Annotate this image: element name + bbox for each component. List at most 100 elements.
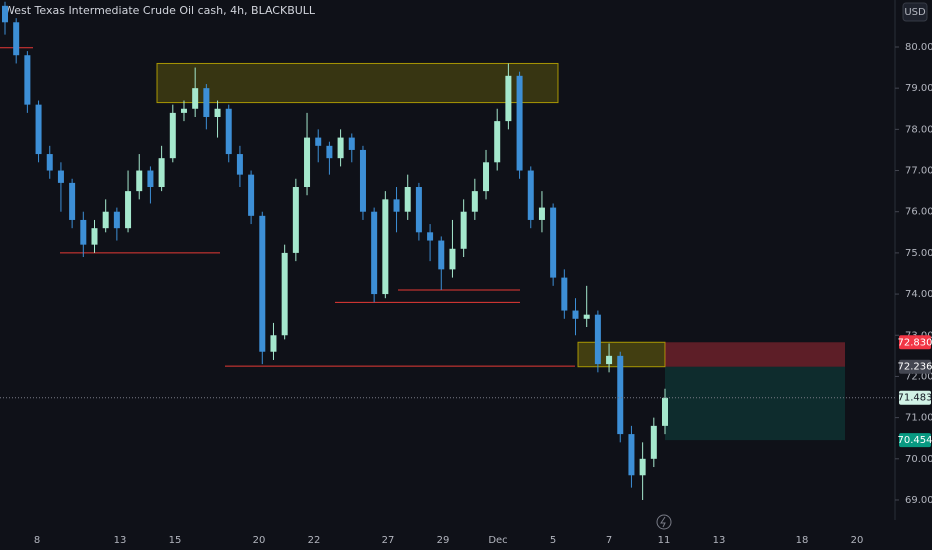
candle-body (315, 137, 322, 146)
candle-body (628, 434, 635, 476)
y-tick-label: 69.000 (905, 495, 932, 506)
x-tick-label: 13 (114, 535, 127, 546)
candle-body (292, 187, 299, 253)
candle-body (606, 355, 613, 365)
x-tick-label: 15 (169, 535, 182, 546)
candle-body (180, 108, 187, 113)
candle-body (69, 182, 76, 220)
candle-body (304, 137, 311, 188)
candle-body (538, 207, 545, 220)
price-label: 70.454 (898, 435, 932, 446)
candle-body (2, 5, 8, 23)
candle-body (270, 335, 277, 352)
candle-body (527, 170, 534, 220)
candle-body (337, 137, 344, 159)
candle-body (102, 211, 109, 229)
candle-body (415, 187, 422, 233)
event-icon-bolt (660, 516, 666, 528)
x-tick-label: 18 (796, 535, 809, 546)
y-tick-label: 77.000 (905, 166, 932, 177)
price-label: 72.830 (898, 337, 932, 348)
candle-body (136, 170, 143, 192)
y-tick-label: 72.000 (905, 371, 932, 382)
candle-body (561, 277, 568, 311)
candle-body (404, 187, 411, 212)
x-tick-label: 7 (606, 535, 612, 546)
y-tick-label: 79.000 (905, 83, 932, 94)
x-tick-label: 27 (382, 535, 395, 546)
candle-body (662, 397, 668, 426)
price-label-box (899, 433, 931, 448)
candle-body (147, 170, 154, 188)
candle-body (24, 55, 31, 105)
candle-body (494, 121, 501, 163)
candle-body (35, 104, 42, 155)
candle-body (505, 75, 512, 122)
chart-title: West Texas Intermediate Crude Oil cash, … (4, 4, 316, 17)
candle-body (594, 314, 601, 365)
x-tick-label: 20 (851, 535, 864, 546)
currency-button[interactable] (902, 2, 928, 22)
candle-body (113, 211, 120, 229)
y-tick-label: 78.000 (905, 124, 932, 135)
price-label-box (899, 359, 931, 374)
price-label-box (899, 335, 931, 350)
candle-body (427, 232, 434, 241)
candle-body (572, 310, 579, 319)
y-tick-label: 71.000 (905, 413, 932, 424)
candle-body (460, 211, 467, 249)
x-tick-label: Dec (488, 535, 507, 546)
candle-body (471, 191, 478, 212)
candle-body (639, 458, 646, 476)
candle-body (214, 108, 221, 117)
event-icon[interactable] (656, 514, 672, 530)
y-tick-label: 75.000 (905, 248, 932, 259)
candle-body (57, 170, 64, 183)
candle-body (248, 174, 255, 216)
y-tick-label: 74.000 (905, 289, 932, 300)
price-label: 72.236 (898, 362, 932, 373)
x-tick-label: 13 (713, 535, 726, 546)
candle-body (46, 154, 53, 171)
candle-body (225, 108, 232, 155)
candle-body (550, 207, 557, 278)
candle-body (382, 199, 389, 295)
candle-body (91, 228, 98, 245)
x-tick-label: 29 (437, 535, 450, 546)
zone (665, 342, 845, 367)
price-label: 71.483 (898, 393, 932, 404)
price-label-box (899, 390, 931, 405)
candle-body (13, 22, 20, 56)
candle-body (125, 191, 132, 229)
candle-body (236, 154, 243, 175)
candle-body (449, 248, 456, 270)
x-tick-label: 5 (550, 535, 556, 546)
candle-body (359, 149, 366, 212)
candle-body (281, 252, 288, 336)
candle-body (203, 88, 210, 117)
x-tick-label: 11 (658, 535, 671, 546)
x-tick-label: 20 (253, 535, 266, 546)
x-tick-label: 8 (34, 535, 40, 546)
candle-body (617, 355, 624, 435)
candle-body (483, 162, 490, 192)
candle-body (438, 240, 445, 270)
candle-body (393, 199, 400, 212)
x-tick-label: 22 (308, 535, 321, 546)
y-tick-label: 80.000 (905, 42, 932, 53)
candle-body (348, 137, 355, 150)
currency[interactable]: USD (904, 7, 926, 18)
candle-body (583, 314, 590, 319)
candle-body (192, 88, 199, 109)
y-tick-label: 76.000 (905, 207, 932, 218)
candle-body (158, 158, 165, 188)
candle-body (259, 215, 266, 352)
candle-body (650, 425, 657, 459)
candle-body (326, 145, 333, 159)
candle-body (169, 112, 176, 159)
y-tick-label: 70.000 (905, 454, 932, 465)
candle-body (80, 219, 87, 245)
zone (156, 62, 559, 104)
